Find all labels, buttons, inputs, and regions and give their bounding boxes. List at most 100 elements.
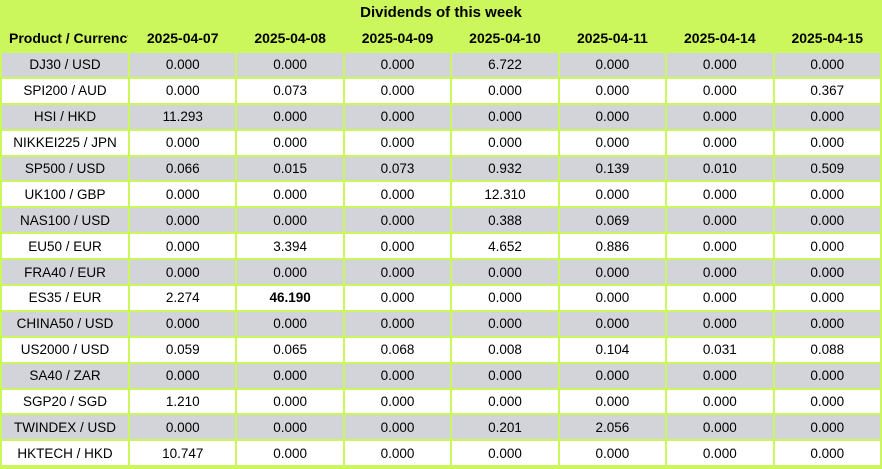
dividend-value-cell: 0.000 — [130, 208, 236, 233]
dividend-value-cell: 0.000 — [559, 182, 666, 207]
product-cell: NAS100 / USD — [2, 208, 128, 233]
dividend-value-cell: 0.000 — [559, 104, 666, 129]
dividend-value-cell: 0.000 — [452, 389, 558, 414]
table-row: HKTECH / HKD 10.747 0.000 0.000 0.000 0.000 0.… — [2, 441, 880, 466]
dividend-value-cell: 0.000 — [667, 234, 773, 259]
dividend-value-cell: 0.000 — [559, 286, 666, 310]
dividend-value-cell: 0.000 — [774, 234, 880, 259]
table-row: ES35 / EUR 2.274 46.190 0.000 0.000 0.000 0.00… — [2, 286, 880, 310]
table-row: SPI200 / AUD 0.000 0.073 0.000 0.000 0.000 0.0… — [2, 78, 880, 103]
column-header-date: 2025-04-08 — [254, 30, 326, 46]
dividend-value-cell: 0.000 — [667, 415, 773, 440]
dividend-value-cell: 0.069 — [559, 208, 666, 233]
dividend-value-cell: 0.000 — [237, 389, 343, 414]
product-cell: ES35 / EUR — [2, 286, 128, 310]
dividend-value-cell: 0.000 — [130, 53, 236, 77]
table-row: CHINA50 / USD 0.000 0.000 0.000 0.000 0.000 0.… — [2, 311, 880, 336]
dividend-value-cell: 0.015 — [237, 156, 343, 181]
column-header-date: 2025-04-09 — [361, 30, 434, 46]
dividend-value-cell: 6.722 — [452, 53, 558, 77]
dividend-value-cell: 0.000 — [667, 130, 773, 155]
dividend-value-cell: 0.000 — [237, 311, 343, 336]
product-cell: HSI / HKD — [2, 104, 128, 129]
dividend-value-cell: 0.201 — [452, 415, 558, 440]
dividend-value-cell: 4.652 — [452, 234, 558, 259]
dividend-value-cell: 0.000 — [344, 311, 451, 336]
product-cell: UK100 / GBP — [2, 182, 128, 207]
dividend-value-cell: 0.065 — [237, 337, 343, 362]
dividend-value-cell: 10.747 — [130, 441, 236, 466]
dividend-value-cell: 0.000 — [774, 389, 880, 414]
table-row: NIKKEI225 / JPN 0.000 0.000 0.000 0.000 0.000… — [2, 130, 880, 155]
dividend-value-cell: 0.000 — [559, 363, 666, 388]
product-cell: CHINA50 / USD — [2, 311, 128, 336]
dividend-value-cell: 0.000 — [130, 130, 236, 155]
dividend-value-cell: 0.000 — [237, 104, 343, 129]
page-title: Dividends of this week — [360, 4, 522, 21]
dividend-value-cell: 0.000 — [774, 182, 880, 207]
dividend-value-cell: 12.310 — [452, 182, 558, 207]
dividend-value-cell: 0.000 — [344, 234, 451, 259]
dividend-value-cell: 0.000 — [559, 389, 666, 414]
dividend-value-cell: 0.000 — [774, 104, 880, 129]
product-cell: SP500 / USD — [2, 156, 128, 181]
dividend-value-cell: 0.000 — [452, 260, 558, 285]
dividend-value-cell: 0.031 — [667, 337, 773, 362]
dividend-value-cell: 0.000 — [344, 208, 451, 233]
column-header-product: Product / Currency — [9, 30, 128, 46]
table-row: DJ30 / USD 0.000 0.000 0.000 6.722 0.000 0.000… — [2, 53, 880, 77]
column-header-date: 2025-04-15 — [791, 30, 864, 46]
dividend-value-cell: 0.000 — [130, 311, 236, 336]
table-row: HSI / HKD 11.293 0.000 0.000 0.000 0.000 0.000… — [2, 104, 880, 129]
dividend-value-cell: 0.000 — [452, 104, 558, 129]
dividend-value-cell: 0.000 — [774, 441, 880, 466]
dividend-value-cell: 0.000 — [559, 311, 666, 336]
dividend-value-cell: 0.000 — [667, 286, 773, 310]
dividend-value-cell: 0.008 — [452, 337, 558, 362]
dividend-value-cell: 0.139 — [559, 156, 666, 181]
dividend-value-cell: 0.000 — [237, 130, 343, 155]
dividend-value-cell: 0.000 — [237, 53, 343, 77]
product-cell: HKTECH / HKD — [2, 441, 128, 466]
product-cell: FRA40 / EUR — [2, 260, 128, 285]
dividend-value-cell: 0.000 — [559, 130, 666, 155]
dividend-value-cell: 0.000 — [667, 78, 773, 103]
product-cell: US2000 / USD — [2, 337, 128, 362]
dividend-value-cell: 0.000 — [667, 389, 773, 414]
dividend-value-cell: 0.000 — [452, 130, 558, 155]
dividend-value-cell: 0.000 — [452, 78, 558, 103]
table-header: Product / Currency 2025-04-07 2025-04-08… — [2, 25, 880, 51]
dividend-value-cell: 0.000 — [237, 208, 343, 233]
header-row: Product / Currency 2025-04-07 2025-04-08… — [2, 25, 880, 51]
dividend-value-cell: 0.000 — [667, 311, 773, 336]
dividend-value-cell: 0.066 — [130, 156, 236, 181]
dividend-value-cell: 0.000 — [344, 53, 451, 77]
dividend-value-cell: 0.000 — [130, 363, 236, 388]
dividend-value-cell: 1.210 — [130, 389, 236, 414]
column-header-date: 2025-04-11 — [576, 30, 648, 46]
dividend-value-cell: 0.000 — [237, 182, 343, 207]
dividend-value-cell: 0.000 — [344, 415, 451, 440]
dividend-value-cell: 0.000 — [667, 104, 773, 129]
dividend-value-cell: 0.073 — [344, 156, 451, 181]
dividend-value-cell: 0.000 — [452, 363, 558, 388]
dividend-value-cell: 0.000 — [774, 208, 880, 233]
dividend-value-cell: 0.000 — [237, 441, 343, 466]
dividend-value-cell: 0.000 — [559, 441, 666, 466]
dividend-value-cell: 0.000 — [130, 182, 236, 207]
dividend-value-cell: 0.000 — [130, 415, 236, 440]
table-row: SGP20 / SGD 1.210 0.000 0.000 0.000 0.000 0.00… — [2, 389, 880, 414]
dividend-value-cell: 0.000 — [452, 286, 558, 310]
table-row: FRA40 / EUR 0.000 0.000 0.000 0.000 0.000 0.00… — [2, 260, 880, 285]
dividend-value-cell: 0.068 — [344, 337, 451, 362]
dividends-table: Product / Currency 2025-04-07 2025-04-08… — [0, 23, 882, 467]
dividend-value-cell: 0.000 — [774, 415, 880, 440]
dividend-value-cell: 0.000 — [237, 363, 343, 388]
table-row: SP500 / USD 0.066 0.015 0.073 0.932 0.139 0.01… — [2, 156, 880, 181]
product-cell: NIKKEI225 / JPN — [2, 130, 128, 155]
dividend-value-cell: 0.000 — [344, 182, 451, 207]
dividend-value-cell: 0.000 — [237, 260, 343, 285]
dividend-value-cell: 0.000 — [774, 130, 880, 155]
dividend-value-cell: 0.000 — [344, 260, 451, 285]
dividend-value-cell: 3.394 — [237, 234, 343, 259]
